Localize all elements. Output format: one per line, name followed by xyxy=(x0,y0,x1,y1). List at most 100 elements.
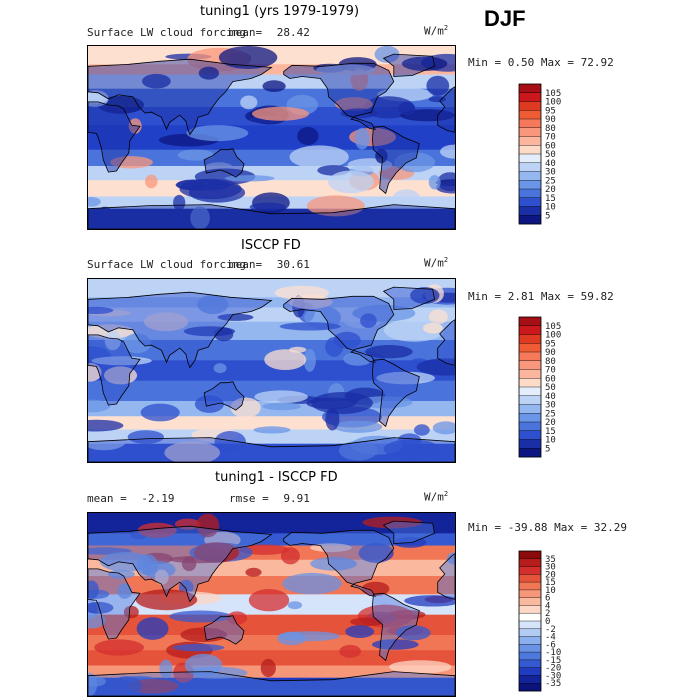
field-patch xyxy=(316,64,376,76)
field-patch xyxy=(172,643,225,652)
colorbar-swatch xyxy=(519,667,541,676)
colorbar-swatch xyxy=(519,439,541,449)
field-patch xyxy=(358,543,394,563)
panel-3-mean-label: mean = xyxy=(87,492,127,505)
field-patch xyxy=(99,552,152,572)
coastline xyxy=(437,319,455,366)
field-patch xyxy=(245,567,262,577)
colorbar-swatch xyxy=(519,84,541,94)
field-patch xyxy=(277,631,306,646)
field-patch xyxy=(111,676,142,696)
colorbar-tick-label: 40 xyxy=(545,392,556,402)
field-patch xyxy=(262,402,302,411)
colorbar-tick-label: 20 xyxy=(545,185,556,195)
coastline xyxy=(203,381,245,411)
field-patch xyxy=(389,660,452,674)
field-patch xyxy=(198,66,219,80)
coastline xyxy=(88,525,273,603)
panel-1-mean-label: mean= xyxy=(229,26,263,39)
colorbar-tick-label: 105 xyxy=(545,89,561,99)
colorbar-swatch xyxy=(519,404,541,414)
colorbar-swatch xyxy=(519,154,541,164)
colorbar-tick-label: -2 xyxy=(545,625,556,635)
field-patch xyxy=(193,542,240,563)
field-patch xyxy=(214,431,246,453)
colorbar-tick-label: 6 xyxy=(545,594,550,604)
colorbar-swatch xyxy=(519,101,541,111)
field-patch xyxy=(249,202,286,212)
panel-2-mean-value: 30.61 xyxy=(276,258,310,271)
coastline xyxy=(371,358,420,428)
colorbar-tick-label: -4 xyxy=(545,633,556,643)
field-patch xyxy=(376,371,435,385)
coastline xyxy=(371,125,420,195)
field-patch xyxy=(88,399,111,413)
field-patch xyxy=(104,331,121,351)
field-patch xyxy=(213,363,227,374)
field-patch xyxy=(253,426,291,434)
colorbar-tick-label: 20 xyxy=(545,418,556,428)
panel-3-rmse-label: rmse = xyxy=(229,492,269,505)
colorbar-tick-label: 20 xyxy=(545,570,556,580)
field-patch xyxy=(280,547,300,565)
field-patch xyxy=(169,610,232,623)
panel-1-units: W/m2 xyxy=(424,24,449,38)
field-patch xyxy=(181,556,197,572)
colorbar-tick-label: -20 xyxy=(545,664,561,674)
colorbar-swatch xyxy=(519,574,541,583)
field-patch xyxy=(197,294,229,315)
colorbar-tick-label: 4 xyxy=(545,601,550,611)
field-patch xyxy=(240,95,258,110)
field-patch xyxy=(196,513,220,538)
colorbar-swatch xyxy=(519,605,541,614)
field-patch xyxy=(354,127,370,150)
colorbar-swatch xyxy=(519,162,541,172)
colorbar-tick-label: 25 xyxy=(545,409,556,419)
field-patch xyxy=(371,639,419,650)
field-patch xyxy=(306,195,365,217)
field-patch xyxy=(428,175,441,190)
panel-3-rmse-value: 9.91 xyxy=(283,492,310,505)
field-patch xyxy=(360,313,377,328)
colorbar-tick-label: 10 xyxy=(545,203,556,213)
field-patch xyxy=(410,287,440,304)
colorbar-tick-label: 35 xyxy=(545,555,556,565)
colorbar-swatch xyxy=(519,621,541,630)
field-patch xyxy=(88,580,99,600)
field-patch xyxy=(310,557,358,571)
field-patch xyxy=(401,56,448,71)
colorbar-swatch xyxy=(519,325,541,335)
field-patch xyxy=(154,569,169,585)
colorbar-tick-label: 105 xyxy=(545,322,561,332)
field-patch xyxy=(88,306,114,314)
field-patch xyxy=(264,349,307,370)
panel-2-mean: mean= 30.61 xyxy=(229,258,310,271)
colorbar-swatch xyxy=(519,352,541,362)
coastline xyxy=(283,529,395,597)
field-patch xyxy=(362,516,423,529)
colorbar-swatch xyxy=(519,652,541,661)
colorbar-swatch xyxy=(519,360,541,370)
colorbar-tick-label: 80 xyxy=(545,124,556,134)
colorbar-tick-label: 50 xyxy=(545,150,556,160)
colorbar-tick-label: 10 xyxy=(545,436,556,446)
colorbar-swatch xyxy=(519,110,541,120)
field-patch xyxy=(88,90,109,107)
colorbar-swatch xyxy=(519,317,541,327)
field-patch xyxy=(365,345,413,359)
panel-3-mean-value: -2.19 xyxy=(141,492,175,505)
colorbar-tick-label: 10 xyxy=(545,586,556,596)
field-patch xyxy=(186,125,249,142)
colorbar-swatch xyxy=(519,369,541,379)
field-patch xyxy=(97,95,144,114)
field-patch xyxy=(184,653,223,677)
field-patch xyxy=(143,312,189,332)
field-patch xyxy=(177,149,215,161)
colorbar-swatch xyxy=(519,92,541,102)
field-band xyxy=(88,533,455,547)
colorbar-tick-label: 30 xyxy=(545,563,556,573)
coastline xyxy=(437,553,455,600)
field-patch xyxy=(142,73,171,89)
coastline xyxy=(437,86,455,133)
